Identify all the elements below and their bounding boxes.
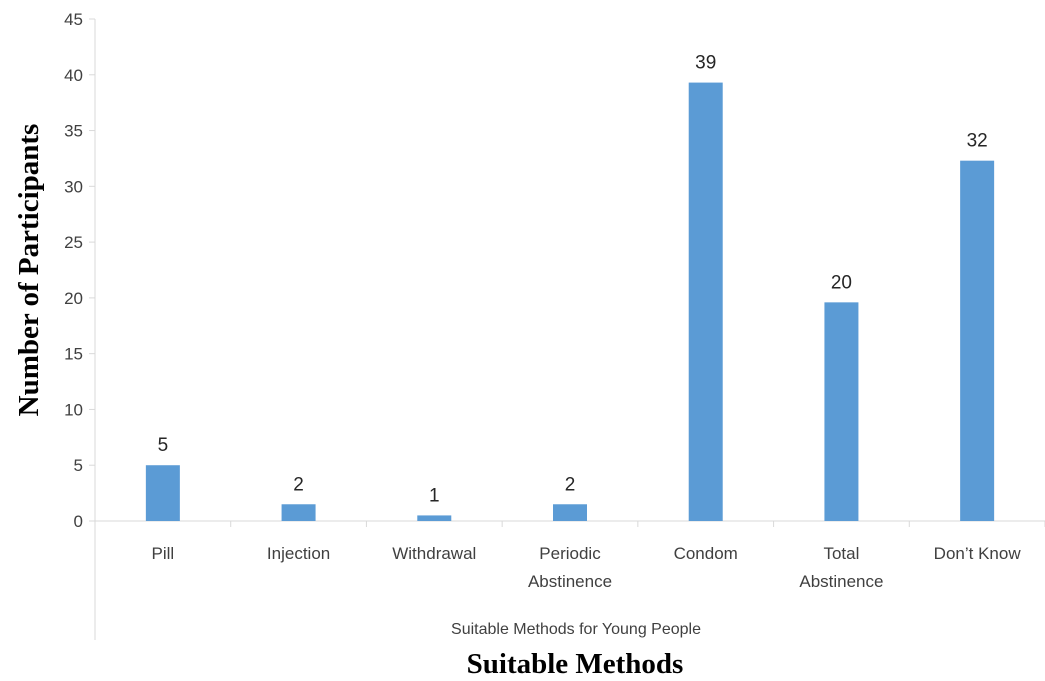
bar	[688, 82, 723, 521]
category-label: Pill	[152, 544, 175, 563]
category-label: Injection	[267, 544, 330, 563]
bar	[553, 504, 587, 521]
category-label: Don’t Know	[934, 544, 1022, 563]
y-tick-label: 0	[74, 512, 83, 531]
data-label: 32	[967, 131, 988, 152]
y-tick-label: 45	[64, 10, 83, 29]
category-labels: Pill Injection Withdrawal Periodic Abstinenc…	[152, 521, 1045, 591]
bar	[417, 515, 452, 521]
category-label: Abstinence	[528, 572, 612, 591]
data-labels: 5 2 1 2 39 20 32	[158, 53, 988, 507]
y-tick-label: 5	[74, 456, 83, 475]
bars	[145, 82, 995, 522]
data-label: 1	[429, 485, 440, 506]
data-label: 5	[158, 435, 169, 456]
y-axis-title: Number of Participants	[13, 124, 45, 417]
data-label: 2	[293, 474, 304, 495]
x-axis-inner-title: Suitable Methods for Young People	[451, 621, 701, 638]
y-tick-label: 25	[64, 233, 83, 252]
bar	[281, 504, 316, 521]
y-tick-label: 30	[64, 177, 83, 196]
y-tick-label: 35	[64, 122, 83, 141]
bar	[824, 302, 859, 521]
y-tick-label: 10	[64, 400, 83, 419]
category-label: Periodic	[539, 544, 601, 563]
category-label: Withdrawal	[392, 544, 476, 563]
y-tick-label: 40	[64, 66, 83, 85]
y-tick-label: 20	[64, 289, 83, 308]
bar	[145, 465, 180, 521]
data-label: 20	[831, 272, 852, 293]
y-tick-label: 15	[64, 345, 83, 364]
y-axis-ticks: 0 5 10 15 20 25 30 35 40 45	[64, 10, 95, 531]
category-label: Condom	[674, 544, 738, 563]
data-label: 2	[565, 474, 576, 495]
category-label: Total	[823, 544, 859, 563]
bar	[960, 160, 995, 522]
data-label: 39	[695, 53, 716, 74]
category-label: Abstinence	[799, 572, 883, 591]
x-axis-title: Suitable Methods	[467, 648, 684, 680]
